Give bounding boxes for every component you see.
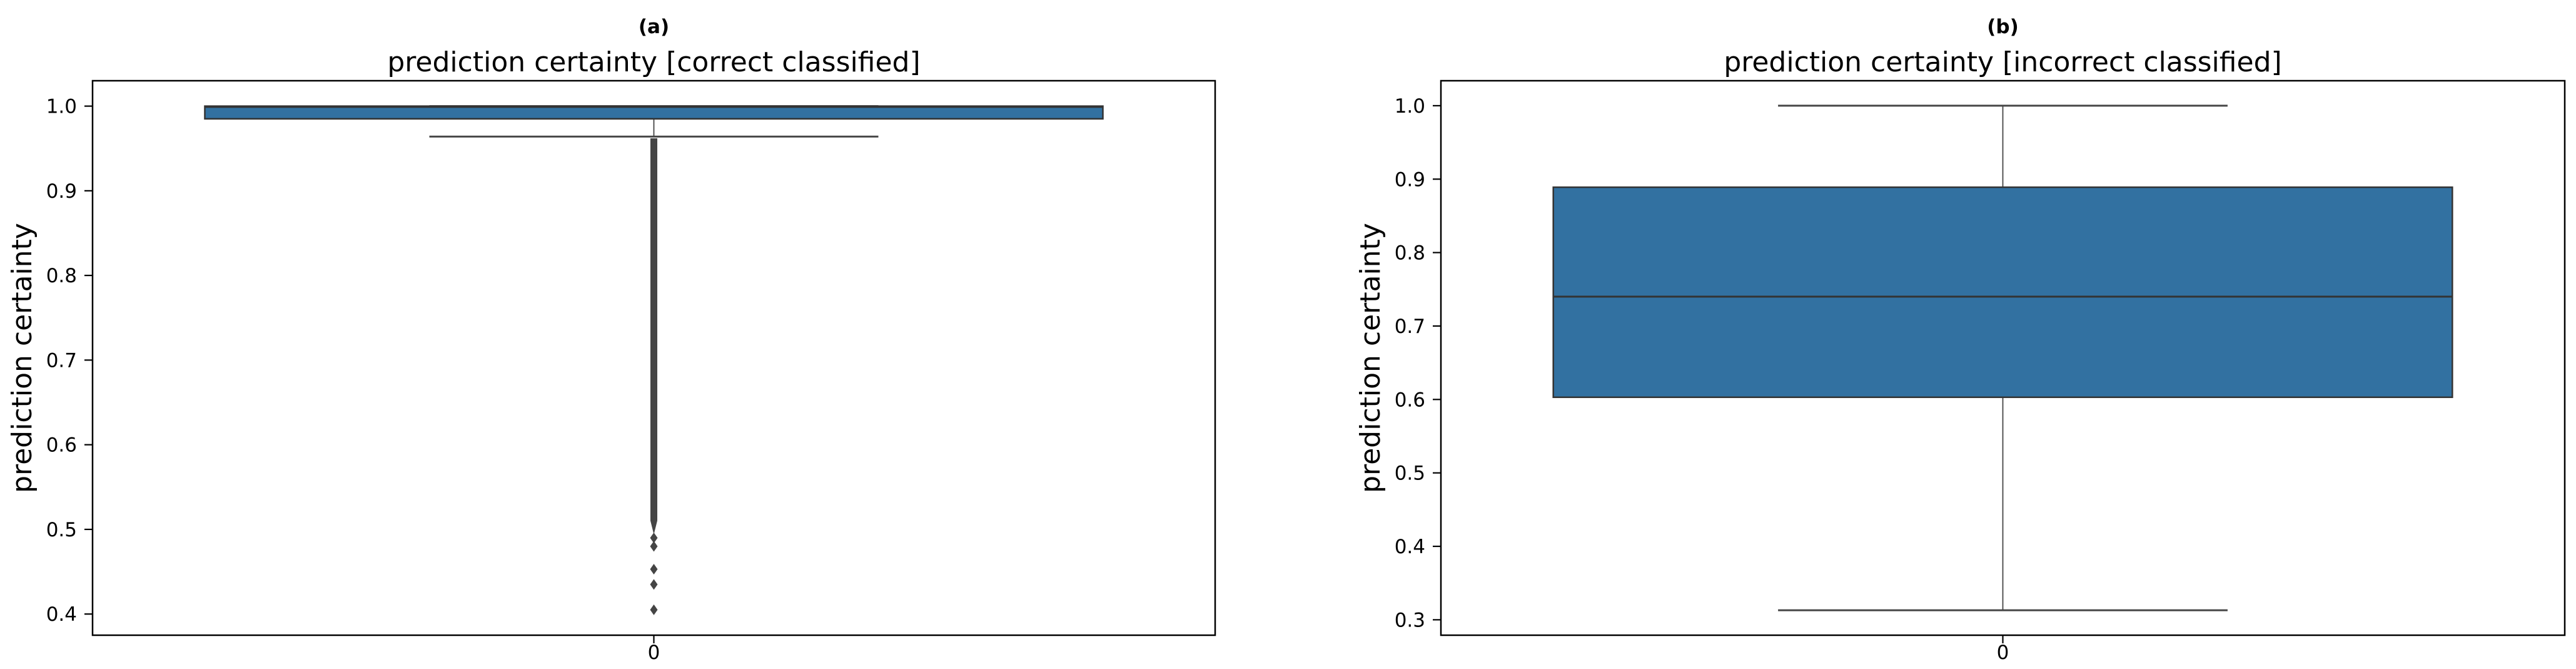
y-tick-label: 0.8 (1395, 242, 1425, 265)
y-tick-label: 0.5 (46, 519, 77, 541)
axes-frame (1440, 79, 2566, 636)
outlier-diamond (650, 563, 658, 575)
y-tick-label: 0.5 (1395, 462, 1425, 485)
y-tick-label: 0.4 (46, 603, 77, 626)
axes-title: prediction certainty [incorrect classifi… (1724, 46, 2281, 78)
axes-title: prediction certainty [correct classified… (387, 46, 920, 78)
outlier-diamond (650, 579, 658, 590)
x-tick-label: 0 (648, 641, 660, 664)
outlier-band (650, 138, 657, 535)
y-tick-label: 1.0 (1395, 95, 1425, 118)
panel-label: (a) (639, 16, 669, 38)
outlier-diamond (650, 541, 658, 552)
y-tick-label: 1.0 (46, 96, 77, 118)
outlier-diamond (650, 532, 658, 543)
x-tick-label: 0 (1997, 641, 2009, 664)
y-tick-label: 0.8 (46, 265, 77, 287)
y-axis-label: prediction certainty (6, 223, 38, 493)
y-tick-label: 0.6 (1395, 389, 1425, 411)
y-tick-label: 0.9 (46, 180, 77, 203)
y-tick-label: 0.7 (46, 349, 77, 372)
box-rect (204, 105, 1104, 120)
outlier-diamond (650, 604, 658, 615)
y-tick-label: 0.9 (1395, 168, 1425, 191)
axes-frame (91, 79, 1216, 636)
y-tick-label: 0.3 (1395, 609, 1425, 631)
y-tick-label: 0.4 (1395, 536, 1425, 558)
y-tick-label: 0.6 (46, 434, 77, 457)
y-tick-label: 0.7 (1395, 315, 1425, 338)
panel-label: (b) (1987, 16, 2019, 38)
y-axis-label: prediction certainty (1355, 223, 1386, 493)
box-rect (1552, 186, 2453, 399)
